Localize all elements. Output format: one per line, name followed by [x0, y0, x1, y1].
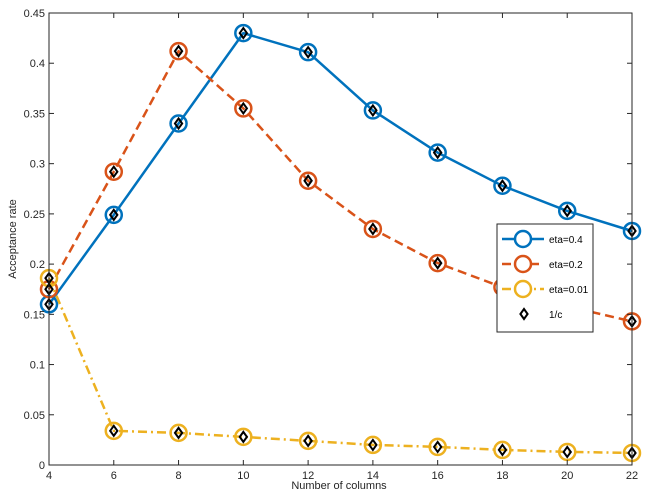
- point-eta-0-4-x6: [104, 205, 124, 225]
- y-tick-label-0-15: 0.15: [24, 309, 45, 321]
- point-eta-0-4-x8: [169, 114, 188, 133]
- point-1-c-13: [303, 174, 313, 188]
- point-eta-0-2-x12: [298, 171, 318, 190]
- point-1-c-18: [432, 145, 443, 160]
- legend-swatch-eta-0-01: [513, 279, 533, 299]
- point-eta-0-4-x18: [493, 176, 512, 196]
- y-tick-label-0-4: 0.4: [30, 58, 45, 70]
- point-eta-0-4-x14: [363, 101, 383, 120]
- legend-label-eta-0-4: eta=0.4: [549, 235, 583, 246]
- series-line-eta-0-2: [47, 49, 633, 323]
- point-1-c-5: [108, 424, 119, 438]
- x-tick-label-20: 20: [561, 470, 573, 482]
- point-1-c-12: [303, 45, 313, 59]
- x-tick-label-18: 18: [496, 470, 508, 482]
- legend-label-eta-0-01: eta=0.01: [549, 285, 589, 296]
- x-tick-label-4: 4: [46, 470, 52, 482]
- x-tick-label-16: 16: [432, 470, 444, 482]
- point-eta-0-4-x16: [428, 143, 447, 162]
- point-1-c-11: [238, 430, 249, 444]
- point-1-c-19: [432, 256, 443, 270]
- legend-box: [496, 223, 594, 333]
- y-tick-label-0-3: 0.3: [30, 159, 45, 171]
- point-1-c-15: [368, 103, 378, 118]
- legend-swatch-eta-0-2: [513, 254, 533, 274]
- point-eta-0-01-x12: [298, 431, 318, 451]
- point-eta-0-01-x10: [234, 427, 253, 447]
- point-1-c-26: [562, 445, 573, 459]
- axes: 4 6 8 10 12 14 16 18 20 22 0 0.05 0.1 0.15 0.2 0.25 0.3 0…: [24, 8, 639, 482]
- point-1-c-21: [497, 179, 508, 193]
- point-1-c-23: [497, 443, 508, 457]
- legend-label-eta-0-2: eta=0.2: [549, 260, 583, 271]
- plot-frame: [48, 12, 633, 466]
- point-eta-0-2-x6: [104, 162, 124, 181]
- y-tick-label-0-35: 0.35: [24, 108, 45, 120]
- point-1-c-10: [238, 101, 249, 116]
- x-tick-label-6: 6: [111, 470, 117, 482]
- point-eta-0-01-x6: [104, 421, 124, 441]
- legend-swatch-eta-0-4: [513, 229, 533, 249]
- point-1-c-3: [108, 164, 119, 179]
- point-eta-0-01-x8: [169, 423, 188, 443]
- point-eta-0-4-x20: [557, 201, 577, 221]
- y-tick-label-0-45: 0.45: [24, 8, 45, 20]
- point-eta-0-2-x16: [428, 253, 447, 273]
- point-eta-0-4-x12: [298, 42, 318, 62]
- point-1-c-17: [368, 438, 378, 452]
- series-line-eta-0-4: [47, 31, 633, 306]
- point-1-c-14: [303, 434, 313, 448]
- x-tick-label-8: 8: [175, 470, 181, 482]
- legend-swatch-1-c: [519, 307, 529, 321]
- point-eta-0-01-x16: [428, 437, 447, 457]
- point-1-c-7: [173, 116, 184, 131]
- series-line-eta-0-01: [47, 277, 633, 455]
- y-tick-label-0: 0: [39, 460, 45, 472]
- point-1-c-16: [368, 222, 378, 236]
- point-1-c-6: [173, 44, 184, 58]
- x-tick-label-14: 14: [367, 470, 379, 482]
- x-tick-label-22: 22: [626, 470, 638, 482]
- x-axis-label: Number of columns: [291, 480, 387, 492]
- point-eta-0-2-x8: [169, 41, 188, 61]
- x-tick-label-10: 10: [237, 470, 249, 482]
- y-tick-label-0-2: 0.2: [30, 259, 45, 271]
- point-eta-0-01-x14: [363, 435, 383, 455]
- point-1-c-9: [238, 26, 249, 40]
- point-eta-0-01-x18: [493, 440, 512, 460]
- legend: eta=0.4 eta=0.2 eta=0.01 1/c: [496, 223, 594, 333]
- point-eta-0-2-x14: [363, 219, 383, 239]
- y-tick-label-0-1: 0.1: [30, 360, 45, 372]
- point-1-c-24: [562, 204, 573, 218]
- point-eta-0-2-x10: [234, 99, 253, 118]
- point-eta-0-01-x20: [557, 442, 577, 462]
- y-axis-label: Acceptance rate: [7, 199, 19, 279]
- point-1-c-4: [108, 208, 119, 222]
- point-1-c-20: [432, 440, 443, 454]
- y-tick-label-0-25: 0.25: [24, 209, 45, 221]
- point-eta-0-4-x10: [234, 23, 253, 43]
- x-tick-label-12: 12: [302, 470, 314, 482]
- legend-label-1-c: 1/c: [549, 310, 562, 321]
- y-tick-label-0-05: 0.05: [24, 410, 45, 422]
- point-1-c-8: [173, 426, 184, 440]
